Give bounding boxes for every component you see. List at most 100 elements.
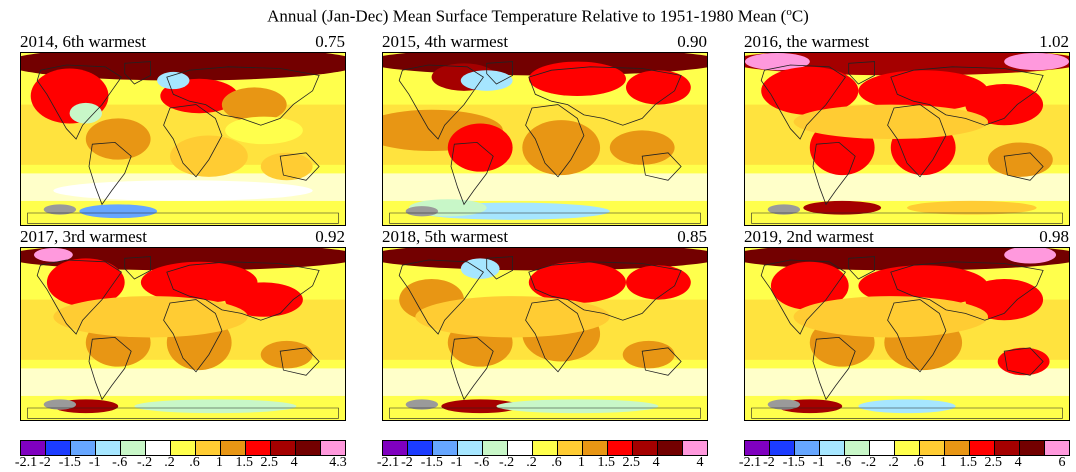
legend-swatch	[970, 441, 995, 455]
coastline	[641, 347, 682, 376]
legend-tick-label: 1	[577, 455, 585, 470]
legend-tick-label: 1.5	[959, 455, 978, 470]
legend-tick-label: -1.5	[58, 455, 81, 470]
legend-swatch	[770, 441, 795, 455]
coastline	[124, 256, 152, 280]
anomaly-region	[1004, 248, 1057, 264]
legend-tick-label: 2.5	[622, 455, 640, 470]
panel-label: 2018, 5th warmest	[382, 227, 509, 246]
anomaly-region	[460, 70, 513, 91]
legend-tick-label: 4	[290, 455, 298, 470]
anomaly-region	[793, 296, 988, 338]
anomaly-region	[965, 83, 1044, 126]
legend-tick-label: -2.1	[376, 455, 400, 470]
coastline	[124, 61, 152, 85]
legend-swatch	[296, 441, 321, 455]
legend-tick-label: -2	[401, 455, 413, 470]
panel-2019: 2019, 2nd warmest 0.98	[744, 227, 1070, 439]
anomaly-region	[622, 340, 675, 369]
coastline	[760, 64, 846, 140]
anomaly-region	[170, 135, 248, 177]
anomaly-region	[221, 87, 287, 122]
panel-global-anomaly: 0.92	[315, 227, 345, 246]
coastline	[163, 299, 223, 373]
panel-global-anomaly: 1.02	[1039, 32, 1069, 51]
legend-swatch	[583, 441, 608, 455]
legend-tick-label: 6	[1058, 455, 1066, 470]
anomaly-region	[997, 347, 1050, 376]
coastline	[1003, 152, 1044, 181]
anomaly-region	[85, 118, 151, 160]
legend-tick-label: -2	[39, 455, 51, 470]
color-legend: -2.1 -2 -1.5 -1 -.6 -.2 .2 .6 1 1.5 2.5 4 4	[377, 440, 708, 470]
panel-global-anomaly: 0.85	[677, 227, 707, 246]
color-legend: -2.1 -2 -1.5 -1 -.6 -.2 .2 .6 1 1.5 2.5 4 4.3	[15, 440, 347, 470]
anomaly-region	[528, 261, 626, 304]
coastline	[890, 66, 1044, 126]
coastline	[389, 407, 701, 419]
coastline	[450, 336, 494, 401]
anomaly-region	[907, 200, 1037, 215]
legend-swatch	[121, 441, 146, 455]
coastline	[641, 152, 682, 181]
coastline	[88, 141, 132, 206]
coastline	[486, 61, 514, 85]
coastline	[890, 261, 1044, 321]
legend-color-bar	[382, 440, 708, 456]
coastline	[525, 104, 585, 178]
legend-swatch	[795, 441, 820, 455]
legend-tick-label: 2.5	[260, 455, 278, 470]
legend-color-bar	[20, 440, 346, 456]
anomaly-region	[134, 399, 297, 414]
anomaly-region	[43, 204, 77, 215]
coastline	[279, 152, 320, 181]
anomaly-region	[405, 399, 439, 410]
anomaly-region	[626, 70, 691, 105]
legend-tick-label: .6	[189, 455, 200, 470]
coastline	[812, 336, 856, 401]
legend-swatch	[895, 441, 920, 455]
legend-tick-label: 2.5	[984, 455, 1002, 470]
legend-swatch	[633, 441, 658, 455]
anomaly-region	[988, 142, 1053, 177]
coastline	[27, 407, 339, 419]
anomaly-region	[767, 399, 801, 410]
legend-tick-label: 1	[215, 455, 223, 470]
legend-tick-label: -1	[450, 455, 463, 470]
legend-swatch	[820, 441, 845, 455]
anomaly-region	[496, 399, 659, 414]
color-legend: -2.1 -2 -1.5 -1 -.6 -.2 .2 .6 1 1.5 2.5 4 6	[739, 440, 1070, 470]
legend-tick-label: -2.1	[14, 455, 38, 470]
legend-swatch	[558, 441, 583, 455]
legend-swatch	[408, 441, 433, 455]
panel-2014: 2014, 6th warmest 0.75	[20, 32, 346, 244]
coastline	[528, 261, 682, 321]
panel-2015: 2015, 4th warmest 0.90	[382, 32, 708, 244]
coastline	[760, 259, 846, 335]
legend-swatch	[920, 441, 945, 455]
panel-2018: 2018, 5th warmest 0.85	[382, 227, 708, 439]
legend-color-bar	[744, 440, 1070, 456]
legend-swatch	[21, 441, 46, 455]
legend-swatch	[608, 441, 633, 455]
legend-swatch	[845, 441, 870, 455]
coastline	[163, 104, 223, 178]
figure-title: Annual (Jan-Dec) Mean Surface Temperatur…	[267, 6, 809, 26]
anomaly-region	[1004, 53, 1069, 71]
anomaly-region	[53, 180, 313, 201]
legend-tick-label: -.6	[836, 455, 852, 470]
coastline	[751, 407, 1063, 419]
coastline	[528, 66, 682, 126]
legend-swatch	[945, 441, 970, 455]
anomaly-region	[803, 200, 882, 215]
map-svg	[745, 248, 1069, 420]
legend-swatch	[745, 441, 770, 455]
panel-label: 2019, 2nd warmest	[744, 227, 874, 246]
coastline	[36, 259, 122, 335]
anomaly-region	[260, 340, 313, 369]
coastline	[486, 256, 514, 280]
map-svg	[383, 248, 707, 420]
legend-tick-label: 4	[696, 455, 704, 470]
legend-swatch	[96, 441, 121, 455]
legend-tick-label: .6	[551, 455, 562, 470]
